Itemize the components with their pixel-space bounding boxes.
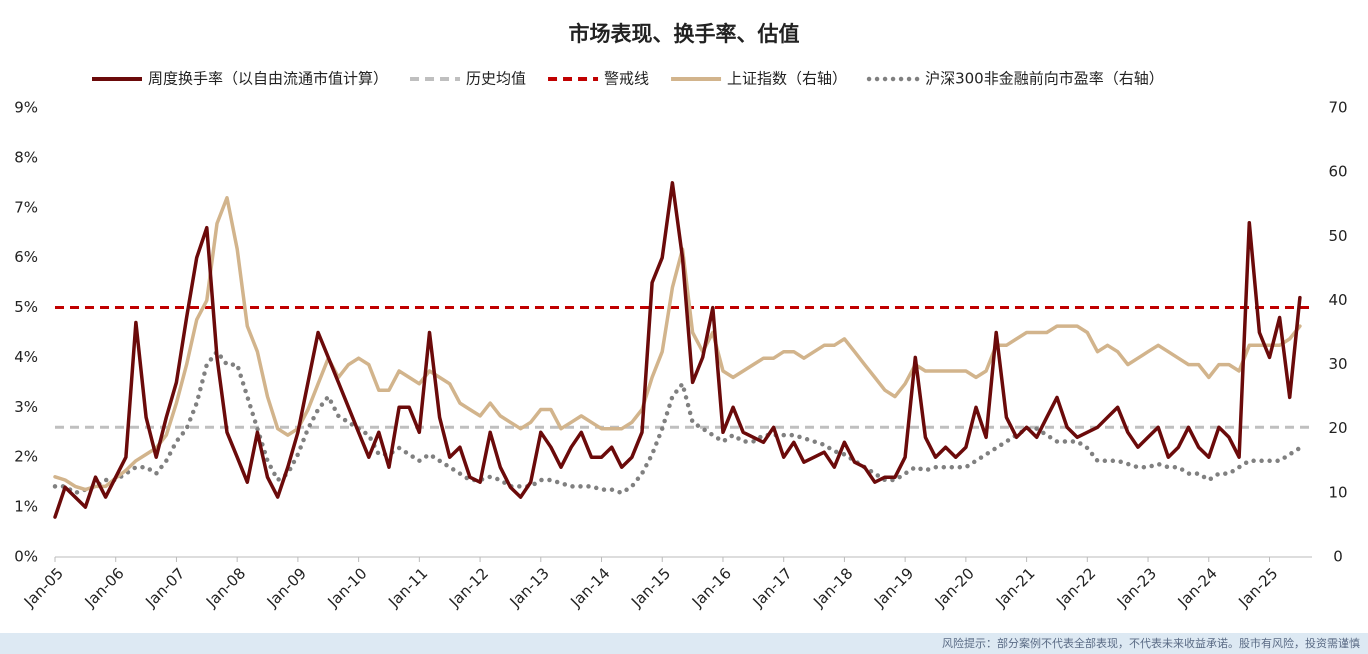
x-tick-label: Jan-09 bbox=[263, 564, 310, 611]
y-tick-label: 4% bbox=[14, 348, 38, 366]
x-tick-label: Jan-20 bbox=[931, 564, 978, 611]
x-tick-label: Jan-25 bbox=[1234, 564, 1281, 611]
x-tick-label: Jan-15 bbox=[627, 564, 674, 611]
footer-band bbox=[0, 633, 1368, 654]
y-tick-label: 2% bbox=[14, 448, 38, 466]
x-tick-label: Jan-14 bbox=[566, 564, 613, 611]
y2-tick-label: 0 bbox=[1333, 548, 1343, 566]
x-tick-label: Jan-24 bbox=[1174, 564, 1221, 611]
y2-tick-label: 20 bbox=[1328, 419, 1347, 437]
x-tick-label: Jan-12 bbox=[445, 564, 492, 611]
x-tick-label: Jan-22 bbox=[1052, 564, 1099, 611]
y-tick-label: 7% bbox=[14, 198, 38, 216]
footer-note: 风险提示：部分案例不代表全部表现，不代表未来收益承诺。股市有风险，投资需谨慎 bbox=[942, 636, 1360, 650]
chart-title: 市场表现、换手率、估值 bbox=[569, 22, 800, 46]
x-tick-label: Jan-08 bbox=[202, 564, 249, 611]
y-tick-label: 6% bbox=[14, 248, 38, 266]
y-tick-label: 3% bbox=[14, 398, 38, 416]
legend-label: 沪深300非金融前向市盈率（右轴） bbox=[925, 70, 1164, 88]
x-tick-label: Jan-23 bbox=[1113, 564, 1160, 611]
x-tick-label: Jan-21 bbox=[991, 564, 1038, 611]
series-line bbox=[53, 196, 1302, 492]
legend-label: 周度换手率（以自由流通市值计算） bbox=[148, 70, 388, 88]
x-tick-label: Jan-05 bbox=[20, 564, 67, 611]
x-tick-label: Jan-13 bbox=[506, 564, 553, 611]
x-tick-label: Jan-18 bbox=[809, 564, 856, 611]
x-tick-label: Jan-07 bbox=[141, 564, 188, 611]
y-tick-label: 9% bbox=[14, 99, 38, 117]
y-tick-label: 0% bbox=[14, 548, 38, 566]
y2-tick-label: 60 bbox=[1328, 163, 1347, 181]
y2-tick-label: 40 bbox=[1328, 291, 1347, 309]
x-tick-label: Jan-19 bbox=[870, 564, 917, 611]
x-tick-label: Jan-11 bbox=[384, 564, 431, 611]
y2-tick-label: 10 bbox=[1328, 483, 1347, 501]
y2-tick-label: 70 bbox=[1328, 99, 1347, 117]
series-line bbox=[53, 181, 1302, 519]
y-tick-label: 8% bbox=[14, 148, 38, 166]
y2-tick-label: 30 bbox=[1328, 355, 1347, 373]
y-tick-label: 1% bbox=[14, 498, 38, 516]
x-tick-label: Jan-17 bbox=[749, 564, 796, 611]
y2-tick-label: 50 bbox=[1328, 227, 1347, 245]
legend-label: 历史均值 bbox=[466, 70, 526, 88]
y-tick-label: 5% bbox=[14, 298, 38, 316]
legend-label: 警戒线 bbox=[604, 70, 649, 88]
x-tick-label: Jan-10 bbox=[324, 564, 371, 611]
series-line bbox=[52, 349, 1303, 496]
legend-label: 上证指数（右轴） bbox=[727, 70, 847, 88]
x-tick-label: Jan-16 bbox=[688, 564, 735, 611]
x-tick-label: Jan-06 bbox=[81, 564, 128, 611]
